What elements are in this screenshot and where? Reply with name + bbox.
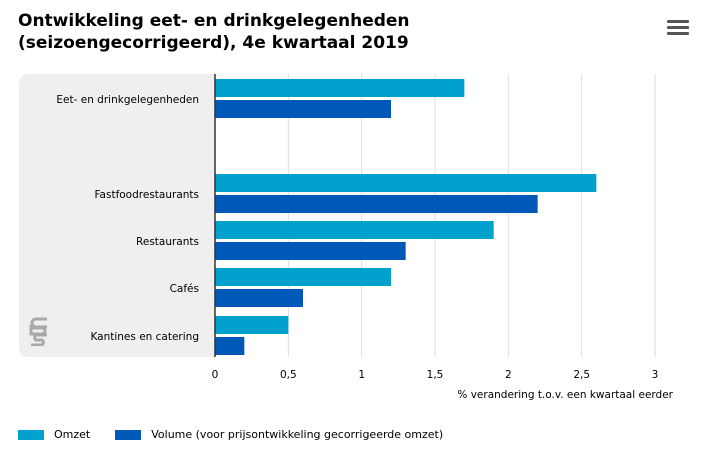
bar-omzet: [215, 174, 597, 192]
x-tick-label: 0,5: [280, 369, 297, 381]
category-label: Restaurants: [136, 236, 199, 248]
legend-swatch-volume: [115, 429, 142, 440]
x-tick-label: 1: [358, 369, 365, 381]
legend-label-omzet: Omzet: [54, 428, 91, 441]
legend: Omzet Volume (voor prijsontwikkeling gec…: [18, 428, 468, 441]
category-label: Eet- en drinkgelegenheden: [56, 94, 199, 106]
category-label: Kantines en catering: [90, 331, 199, 343]
legend-item-volume[interactable]: Volume (voor prijsontwikkeling gecorrige…: [115, 428, 443, 441]
bar-volume: [215, 337, 245, 355]
legend-label-volume: Volume (voor prijsontwikkeling gecorrige…: [151, 428, 444, 441]
chart-title: Ontwikkeling eet- en drinkgelegenheden (…: [18, 11, 410, 53]
x-tick-label: 3: [652, 369, 659, 381]
hamburger-menu-icon[interactable]: [667, 20, 689, 38]
category-label: Cafés: [170, 283, 199, 295]
bar-volume: [215, 289, 303, 307]
bar-omzet: [215, 79, 465, 97]
cbs-logo-icon: [29, 317, 47, 346]
x-tick-label: 2: [505, 369, 512, 381]
category-label: Fastfoodrestaurants: [94, 189, 199, 201]
category-label-panel: [19, 74, 215, 357]
bar-omzet: [215, 316, 289, 334]
legend-item-omzet[interactable]: Omzet: [18, 428, 90, 441]
x-tick-label: 2,5: [573, 369, 590, 381]
bar-omzet: [215, 221, 494, 239]
bar-volume: [215, 195, 538, 213]
bar-volume: [215, 100, 391, 118]
x-axis-title: % verandering t.o.v. een kwartaal eerder: [457, 389, 673, 401]
x-tick-label: 0: [212, 369, 219, 381]
bar-volume: [215, 242, 406, 260]
bar-omzet: [215, 268, 391, 286]
legend-swatch-omzet: [18, 429, 44, 440]
x-tick-label: 1,5: [427, 369, 444, 381]
